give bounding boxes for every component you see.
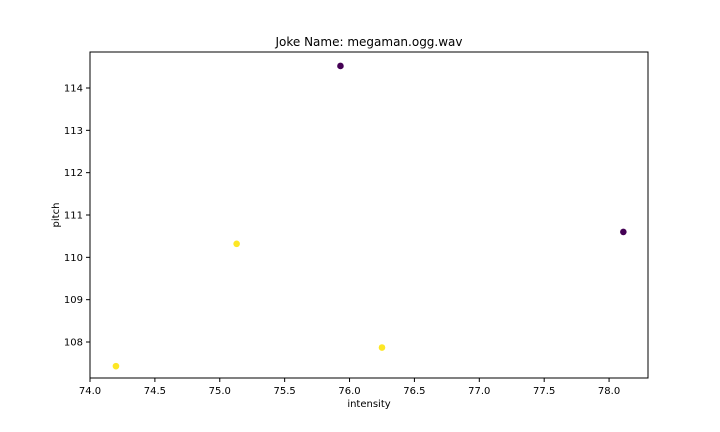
y-tick-label: 110 (64, 253, 83, 264)
x-tick-label: 74.5 (144, 386, 166, 397)
scatter-point (233, 240, 240, 248)
y-tick-label: 109 (64, 295, 83, 306)
x-tick-label: 77.5 (533, 386, 555, 397)
y-tick-label: 112 (64, 168, 83, 179)
x-axis-label: intensity (347, 399, 390, 410)
x-tick-label: 74.0 (79, 386, 101, 397)
x-axis-ticks: 74.0 74.5 75.0 75.5 76.0 76.5 77.0 77.5 78.0 (79, 378, 620, 397)
x-tick-label: 77.0 (468, 386, 490, 397)
x-tick-label: 75.5 (274, 386, 296, 397)
y-tick-label: 111 (64, 211, 83, 222)
scatter-point (378, 344, 386, 351)
x-tick-label: 76.5 (403, 386, 425, 397)
x-tick-label: 78.0 (598, 386, 620, 397)
plot-area-frame (89, 51, 649, 379)
chart-title: Joke Name: megaman.ogg.wav (274, 35, 462, 49)
y-tick-label: 113 (64, 126, 83, 137)
scatter-point (112, 362, 120, 370)
x-tick-label: 76.0 (338, 386, 360, 397)
scatter-points (112, 62, 627, 370)
scatter-point (620, 228, 627, 236)
y-axis-ticks: 108 109 110 111 112 113 114 (64, 83, 90, 349)
x-tick-label: 75.0 (209, 386, 231, 397)
y-axis-label: pitch (51, 203, 62, 228)
scatter-point (337, 62, 344, 70)
y-tick-label: 114 (64, 83, 83, 94)
y-tick-label: 108 (64, 338, 83, 349)
